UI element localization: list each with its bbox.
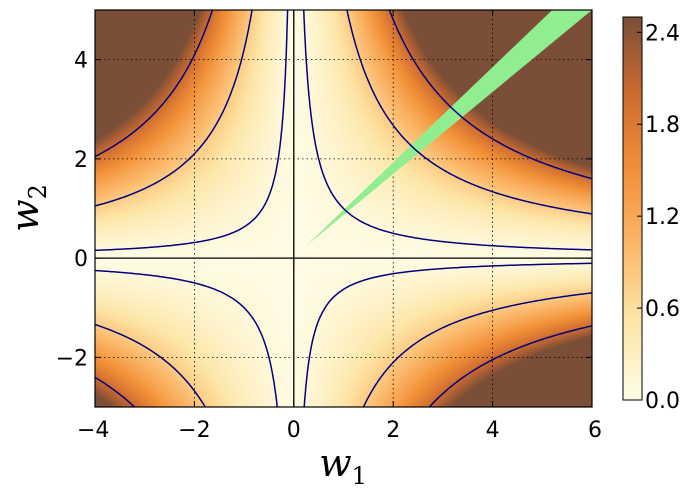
plot-frame (94, 9, 593, 408)
colorbar-tick-label: 0.0 (645, 389, 680, 414)
contour-lines (95, 10, 592, 407)
zero-axis-lines (95, 10, 592, 407)
colorbar-tick-label: 1.2 (645, 205, 680, 230)
y-tick-label: −2 (56, 346, 88, 371)
x-axis-ticks: −4 −2 0 2 4 6 (77, 10, 602, 443)
y-axis-ticks: −2 0 2 4 (56, 49, 592, 371)
contour-line (95, 10, 592, 407)
x-axis-label: w1 (319, 441, 367, 490)
y-tick-label: 0 (74, 247, 88, 272)
contour-line (95, 10, 592, 407)
y-tick-label: 4 (74, 49, 88, 74)
colorbar-tick-label: 0.6 (645, 297, 680, 322)
highlight-wedge (306, 10, 592, 246)
y-axis-label: w2 (3, 184, 52, 232)
highlight-region (306, 10, 592, 246)
colorbar: 0.0 0.6 1.2 1.8 2.4 (622, 16, 680, 414)
y-tick-label: 2 (74, 148, 88, 173)
colorbar-ticks: 0.0 0.6 1.2 1.8 2.4 (637, 21, 680, 414)
x-tick-label: 2 (386, 418, 400, 443)
colorbar-tick-label: 1.8 (645, 113, 680, 138)
colorbar-bar (622, 16, 643, 401)
x-tick-label: 4 (486, 418, 500, 443)
x-tick-label: 0 (287, 418, 301, 443)
x-tick-label: −4 (77, 418, 109, 443)
x-tick-label: −2 (178, 418, 210, 443)
x-tick-label: 6 (588, 418, 602, 443)
colorbar-tick-label: 2.4 (645, 21, 680, 46)
contour-line (95, 10, 592, 407)
